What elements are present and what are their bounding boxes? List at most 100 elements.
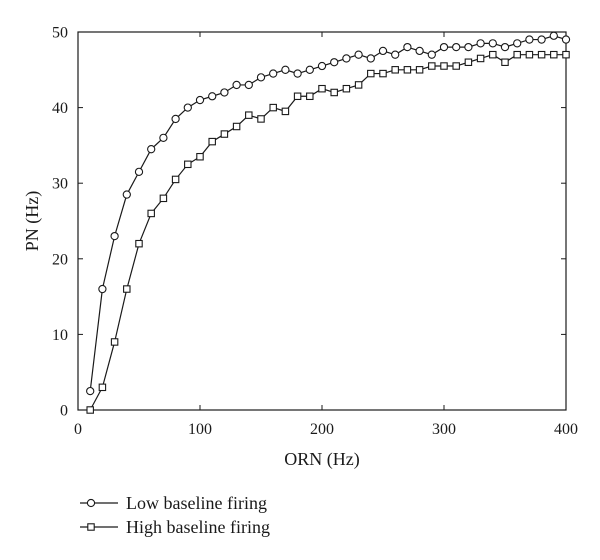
legend: Low baseline firing High baseline firing — [80, 493, 270, 537]
series-line-high-baseline-firing — [89, 54, 566, 411]
x-tick-label: 0 — [74, 421, 82, 438]
data-point-low-baseline-firing — [549, 31, 558, 40]
data-point-high-baseline-firing — [220, 130, 229, 138]
data-point-high-baseline-firing — [269, 103, 277, 112]
x-tick-label: 400 — [554, 421, 578, 438]
data-point-high-baseline-firing — [415, 66, 424, 74]
data-point-high-baseline-firing — [86, 406, 94, 414]
data-point-high-baseline-firing — [159, 194, 168, 203]
data-point-high-baseline-firing — [342, 84, 351, 93]
data-point-low-baseline-firing — [561, 35, 571, 44]
data-point-low-baseline-firing — [378, 46, 388, 56]
x-tick-label: 100 — [188, 421, 212, 438]
data-point-low-baseline-firing — [537, 35, 546, 44]
legend-item-low-baseline-firing: Low baseline firing — [80, 493, 267, 513]
data-point-low-baseline-firing — [293, 69, 302, 78]
data-point-low-baseline-firing — [195, 95, 205, 105]
data-point-high-baseline-firing — [513, 50, 521, 59]
data-point-low-baseline-firing — [86, 386, 95, 396]
data-point-low-baseline-firing — [366, 54, 375, 63]
y-tick-label: 30 — [52, 176, 68, 193]
data-point-low-baseline-firing — [232, 80, 241, 90]
data-point-high-baseline-firing — [245, 111, 253, 119]
data-point-low-baseline-firing — [415, 46, 424, 56]
data-point-low-baseline-firing — [452, 42, 461, 52]
data-point-high-baseline-firing — [403, 66, 412, 74]
data-point-low-baseline-firing — [147, 145, 156, 154]
data-point-low-baseline-firing — [183, 103, 192, 112]
data-point-high-baseline-firing — [489, 50, 497, 59]
data-point-low-baseline-firing — [525, 35, 534, 44]
data-point-low-baseline-firing — [391, 50, 400, 59]
data-point-low-baseline-firing — [342, 54, 351, 63]
legend-marker — [86, 498, 96, 508]
data-point-high-baseline-firing — [452, 62, 460, 70]
tick-labels: 0 100 200 300 400 0 10 20 30 40 50 — [52, 25, 578, 439]
series-line-low-baseline-firing — [89, 35, 567, 392]
data-point-low-baseline-firing — [281, 65, 290, 74]
data-point-low-baseline-firing — [256, 73, 266, 82]
data-point-low-baseline-firing — [122, 190, 131, 199]
data-point-low-baseline-firing — [330, 58, 339, 67]
legend-item-high-baseline-firing: High baseline firing — [80, 517, 270, 537]
data-point-low-baseline-firing — [220, 88, 229, 97]
data-point-high-baseline-firing — [330, 88, 338, 97]
data-point-high-baseline-firing — [196, 152, 204, 161]
data-point-high-baseline-firing — [440, 62, 448, 70]
legend-label: Low baseline firing — [126, 493, 267, 513]
y-tick-label: 0 — [60, 403, 68, 420]
data-point-low-baseline-firing — [403, 42, 412, 52]
data-point-high-baseline-firing — [379, 69, 387, 78]
data-point-high-baseline-firing — [318, 84, 326, 93]
data-point-low-baseline-firing — [98, 284, 107, 294]
x-tick-label: 300 — [432, 421, 456, 438]
y-tick-label: 50 — [52, 25, 68, 42]
data-point-high-baseline-firing — [184, 160, 192, 169]
data-point-low-baseline-firing — [110, 231, 119, 241]
y-tick-label: 40 — [52, 100, 68, 117]
data-point-high-baseline-firing — [171, 175, 180, 184]
data-point-low-baseline-firing — [208, 92, 217, 101]
data-point-low-baseline-firing — [439, 42, 449, 52]
data-point-high-baseline-firing — [281, 107, 290, 116]
data-point-high-baseline-firing — [464, 58, 473, 66]
data-point-high-baseline-firing — [306, 92, 314, 101]
y-axis-label: PN (Hz) — [22, 191, 43, 252]
data-point-low-baseline-firing — [464, 42, 473, 52]
data-point-high-baseline-firing — [257, 115, 265, 123]
data-point-high-baseline-firing — [525, 50, 534, 59]
y-tick-label: 10 — [52, 327, 68, 344]
data-point-low-baseline-firing — [269, 69, 278, 78]
data-point-high-baseline-firing — [123, 285, 131, 293]
legend-marker — [87, 523, 95, 531]
data-point-low-baseline-firing — [317, 61, 327, 71]
data-point-high-baseline-firing — [562, 50, 570, 59]
data-point-low-baseline-firing — [305, 65, 314, 74]
data-point-low-baseline-firing — [427, 50, 436, 59]
data-point-high-baseline-firing — [293, 92, 302, 101]
data-point-high-baseline-firing — [232, 122, 241, 131]
data-point-low-baseline-firing — [354, 50, 363, 59]
x-axis-label: ORN (Hz) — [284, 449, 359, 470]
data-point-low-baseline-firing — [244, 80, 253, 90]
data-point-high-baseline-firing — [135, 239, 143, 248]
data-point-low-baseline-firing — [500, 42, 510, 52]
series-high-baseline-firing — [86, 50, 570, 414]
data-point-high-baseline-firing — [147, 209, 155, 218]
data-point-high-baseline-firing — [428, 62, 436, 70]
data-point-low-baseline-firing — [513, 39, 522, 48]
data-point-high-baseline-firing — [537, 50, 546, 59]
series-layer — [86, 31, 571, 414]
data-point-high-baseline-firing — [98, 383, 107, 392]
series-low-baseline-firing — [86, 31, 571, 396]
data-point-low-baseline-firing — [476, 39, 485, 48]
data-point-high-baseline-firing — [391, 66, 399, 74]
data-point-high-baseline-firing — [208, 137, 216, 146]
data-point-low-baseline-firing — [134, 167, 144, 177]
y-tick-label: 20 — [52, 251, 68, 268]
data-point-high-baseline-firing — [476, 54, 485, 63]
legend-label: High baseline firing — [126, 517, 270, 537]
data-point-high-baseline-firing — [550, 50, 558, 59]
data-point-low-baseline-firing — [159, 133, 168, 142]
data-point-high-baseline-firing — [367, 69, 375, 78]
